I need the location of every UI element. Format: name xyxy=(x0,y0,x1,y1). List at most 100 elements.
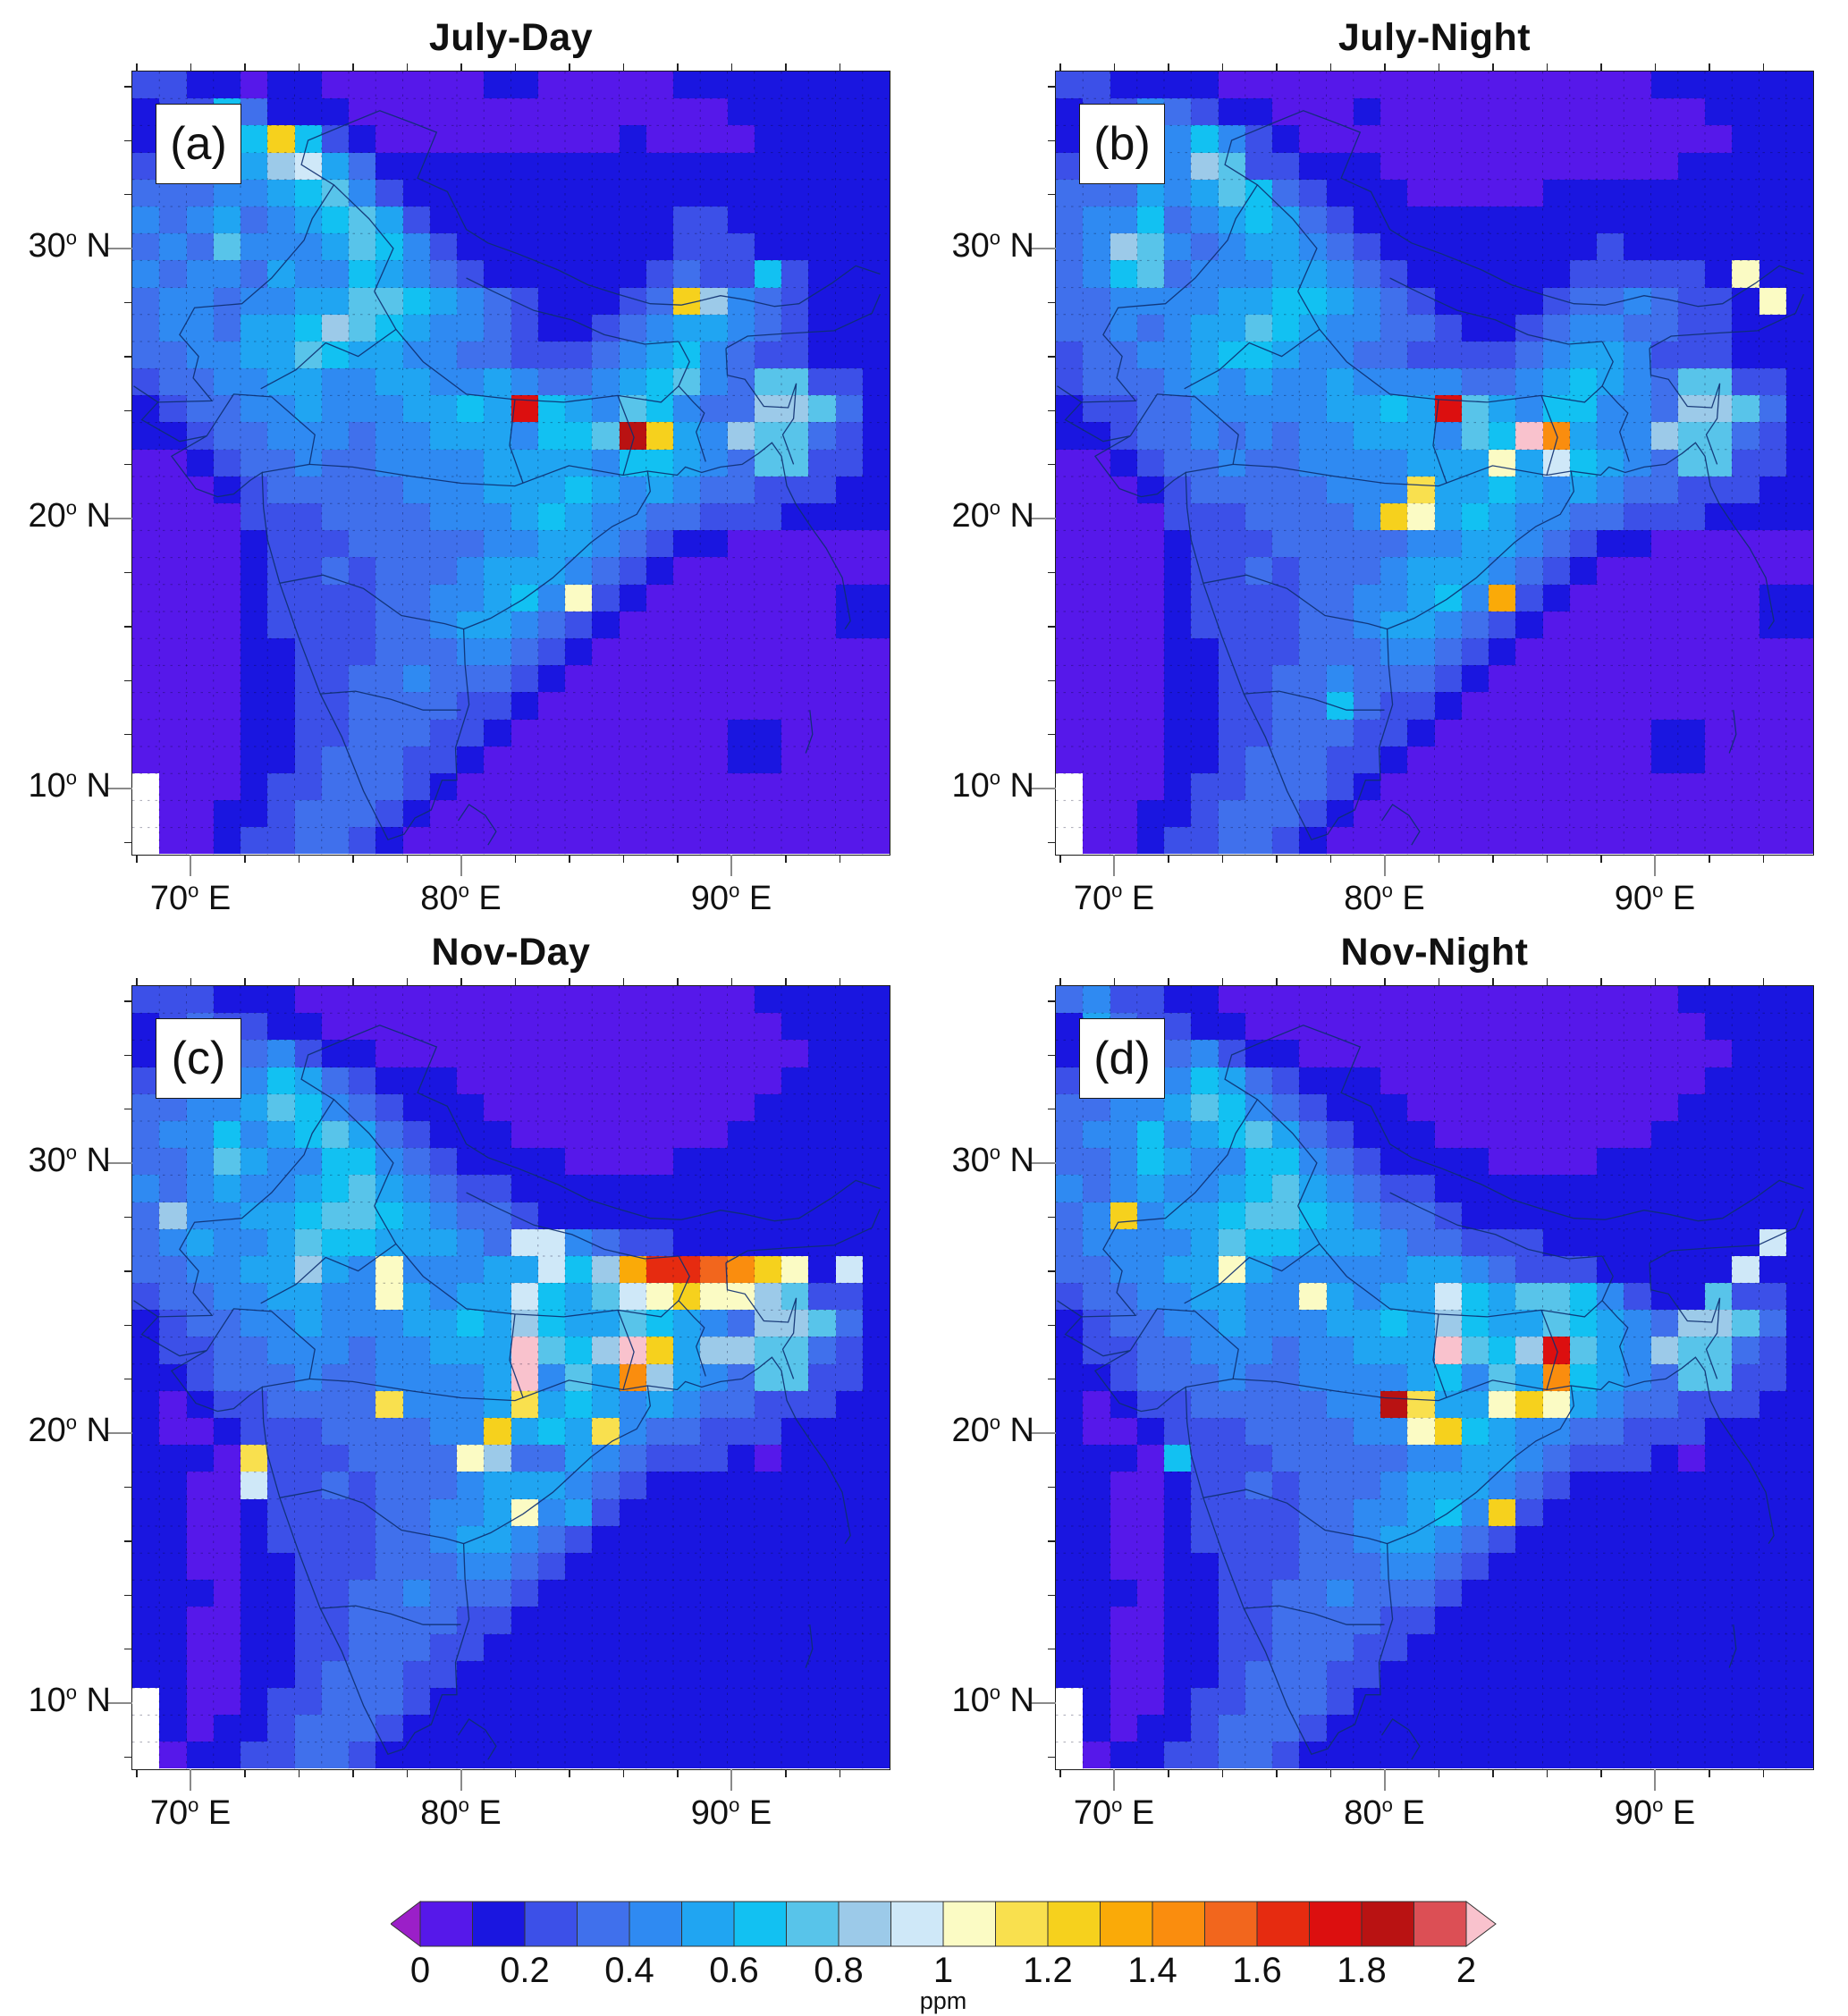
minor-tick-top xyxy=(514,978,517,986)
heatmap-cell xyxy=(1164,1607,1192,1634)
heatmap-cell xyxy=(511,368,538,396)
heatmap-cell xyxy=(754,1660,781,1688)
heatmap-cell xyxy=(808,692,836,720)
heatmap-cell xyxy=(565,368,593,396)
heatmap-cell xyxy=(592,1607,620,1634)
heatmap-cell xyxy=(781,1363,809,1391)
heatmap-cell xyxy=(1164,1633,1192,1661)
lat-axis-label: 20o N xyxy=(28,1411,111,1449)
heatmap-cell xyxy=(754,260,781,288)
heatmap-cell xyxy=(186,719,214,747)
heatmap-cell xyxy=(1732,637,1759,666)
heatmap-cell xyxy=(1353,1390,1380,1418)
heatmap-cell xyxy=(402,1202,430,1229)
heatmap-cell xyxy=(1759,368,1786,396)
heatmap-cell xyxy=(321,1148,349,1176)
heatmap-cell xyxy=(1597,206,1624,234)
minor-tick-left xyxy=(1048,409,1056,411)
heatmap-cell xyxy=(1705,476,1733,503)
heatmap-cell xyxy=(1785,1472,1813,1499)
heatmap-cell xyxy=(1380,1633,1408,1661)
heatmap-cell xyxy=(1245,1255,1272,1284)
heatmap-cell xyxy=(429,637,457,666)
heatmap-cell xyxy=(1785,611,1813,638)
heatmap-cell xyxy=(1542,986,1570,1014)
heatmap-cell xyxy=(1732,692,1759,720)
heatmap-cell xyxy=(1164,1040,1192,1067)
heatmap-cell xyxy=(754,665,781,693)
heatmap-cell xyxy=(294,1067,322,1094)
heatmap-cell xyxy=(1597,665,1624,693)
heatmap-cell xyxy=(132,1283,160,1311)
heatmap-cell xyxy=(1407,692,1435,720)
heatmap-cell xyxy=(484,260,511,288)
heatmap-cell xyxy=(700,98,728,126)
heatmap-cell xyxy=(511,1202,538,1229)
minor-tick-top xyxy=(1546,978,1548,986)
heatmap-cell xyxy=(565,125,593,153)
heatmap-cell xyxy=(700,1498,728,1526)
heatmap-cell xyxy=(1597,72,1624,99)
heatmap-cell xyxy=(1759,665,1786,693)
heatmap-cell xyxy=(402,206,430,234)
heatmap-cell xyxy=(1083,422,1110,450)
heatmap-cell xyxy=(592,314,620,342)
heatmap-cell xyxy=(429,152,457,180)
heatmap-cell xyxy=(619,1067,646,1094)
heatmap-cell xyxy=(1407,1175,1435,1202)
heatmap-cell xyxy=(240,692,268,720)
heatmap-cell xyxy=(592,611,620,638)
heatmap-cell xyxy=(484,1418,511,1446)
heatmap-cell xyxy=(1191,1120,1219,1149)
heatmap-cell xyxy=(592,772,620,801)
heatmap-cell xyxy=(457,719,485,747)
heatmap-cell xyxy=(457,1040,485,1067)
heatmap-cell xyxy=(321,1013,349,1041)
heatmap-cell xyxy=(537,1580,565,1607)
heatmap-cell xyxy=(1434,1202,1462,1229)
heatmap-cell xyxy=(132,557,160,585)
heatmap-cell xyxy=(213,260,240,288)
heatmap-cell xyxy=(321,503,349,531)
heatmap-cell xyxy=(1677,1255,1705,1284)
lon-axis-label: 90o E xyxy=(690,1793,772,1832)
heatmap-cell xyxy=(592,152,620,180)
heatmap-cell xyxy=(1299,986,1327,1014)
heatmap-cell xyxy=(1489,341,1516,369)
heatmap-cell xyxy=(1677,1228,1705,1256)
heatmap-cell xyxy=(1785,72,1813,99)
heatmap-cell xyxy=(537,449,565,477)
heatmap-cell xyxy=(429,449,457,477)
heatmap-cell xyxy=(835,206,863,234)
minor-tick-bottom xyxy=(1546,1769,1548,1777)
heatmap-cell xyxy=(835,1525,863,1553)
heatmap-cell xyxy=(1326,772,1354,801)
heatmap-cell xyxy=(754,1040,781,1067)
heatmap-cell xyxy=(484,206,511,234)
heatmap-cell xyxy=(646,986,673,1014)
heatmap-cell xyxy=(1461,692,1489,720)
heatmap-cell xyxy=(1326,1742,1354,1769)
heatmap-cell xyxy=(1136,557,1164,585)
heatmap-cell xyxy=(781,1148,809,1176)
lat-axis-label: 30o N xyxy=(28,226,111,265)
heatmap-cell xyxy=(862,1742,890,1769)
heatmap-cell xyxy=(1515,1120,1543,1149)
heatmap-cell xyxy=(457,503,485,531)
heatmap-cell xyxy=(1489,1067,1516,1094)
heatmap-cell xyxy=(862,637,890,666)
heatmap-cell xyxy=(349,1337,376,1364)
heatmap-cell xyxy=(1434,260,1462,288)
heatmap-cell xyxy=(1705,746,1733,773)
heatmap-cell xyxy=(1353,314,1380,342)
heatmap-cell xyxy=(402,1175,430,1202)
heatmap-cell xyxy=(835,341,863,369)
heatmap-cell xyxy=(1461,1390,1489,1418)
minor-tick-bottom xyxy=(514,1769,517,1777)
heatmap-cell xyxy=(1759,1013,1786,1041)
heatmap-cell xyxy=(727,1283,755,1311)
heatmap-cell xyxy=(1191,719,1219,747)
heatmap-cell xyxy=(1299,530,1327,558)
heatmap-cell xyxy=(132,314,160,342)
minor-tick-left xyxy=(1048,86,1056,88)
